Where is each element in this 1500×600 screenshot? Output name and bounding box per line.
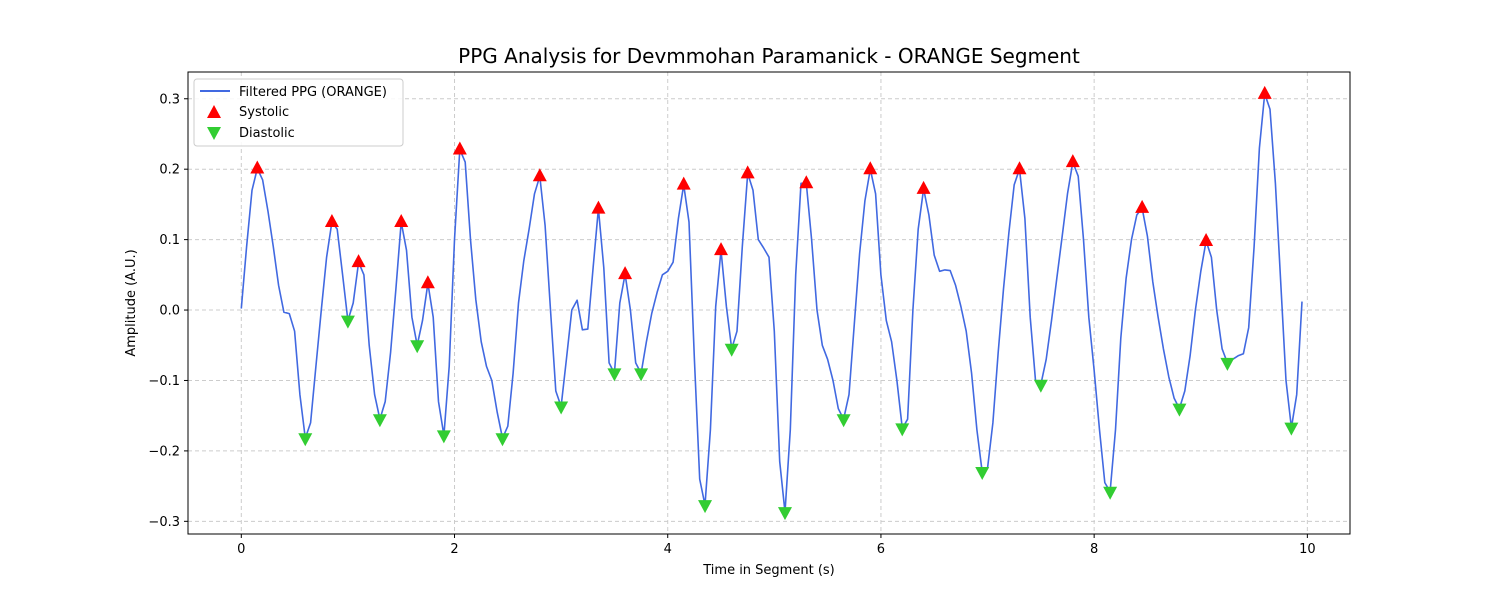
legend: Filtered PPG (ORANGE) Systolic Diastolic [193, 78, 404, 147]
diastolic-marker [340, 315, 355, 329]
systolic-marker [452, 141, 467, 155]
systolic-marker [1257, 85, 1272, 99]
y-tick-label: 0.1 [159, 233, 180, 248]
legend-label-systolic: Systolic [239, 105, 289, 120]
systolic-marker [1012, 161, 1027, 175]
y-tick-label: 0.2 [159, 163, 180, 178]
diastolic-marker [1103, 486, 1118, 500]
systolic-marker [532, 168, 547, 182]
diastolic-marker [607, 368, 622, 382]
chart-title: PPG Analysis for Devmmohan Paramanick - … [458, 44, 1080, 68]
systolic-marker [1199, 233, 1214, 247]
diastolic-marker [372, 414, 387, 428]
systolic-marker [1065, 154, 1080, 168]
diastolic-marker [1033, 379, 1048, 393]
systolic-marker [591, 200, 606, 214]
systolic-marker [863, 161, 878, 175]
x-tick-label: 2 [450, 542, 458, 557]
legend-label-diastolic: Diastolic [239, 126, 295, 141]
x-tick-label: 6 [877, 542, 885, 557]
diastolic-marker [554, 401, 569, 415]
y-tick-label: −0.2 [148, 444, 180, 459]
diastolic-marker [298, 433, 313, 447]
legend-diastolic-marker [207, 127, 221, 140]
diastolic-marker [634, 368, 649, 382]
systolic-marker [420, 275, 435, 289]
grid [188, 72, 1350, 534]
y-axis-label: Amplitude (A.U.) [124, 249, 139, 356]
systolic-marker [676, 176, 691, 190]
diastolic-marker [1172, 403, 1187, 417]
diastolic-marker [1220, 357, 1235, 371]
plot-series [240, 85, 1303, 521]
diastolic-marker [777, 507, 792, 521]
systolic-marker [740, 165, 755, 179]
y-tick-label: −0.3 [148, 515, 180, 530]
diastolic-marker [895, 423, 910, 437]
plot-frame [187, 71, 1351, 535]
axes: 0 2 4 6 8 10 −0.3 −0.2 −0.1 0.0 0.1 0.2 0.3 [148, 92, 1315, 557]
x-tick-label: 4 [664, 542, 672, 557]
x-axis-label: Time in Segment (s) [702, 563, 834, 578]
diastolic-marker [1284, 422, 1299, 436]
systolic-marker [799, 175, 814, 189]
diastolic-marker [495, 433, 510, 447]
systolic-marker [324, 214, 339, 228]
legend-systolic-marker [207, 105, 221, 118]
y-tick-label: 0.0 [159, 304, 180, 319]
x-tick-label: 0 [237, 542, 245, 557]
legend-box [193, 78, 404, 147]
systolic-marker [618, 266, 633, 280]
systolic-marker [714, 242, 729, 256]
systolic-marker [1135, 199, 1150, 213]
diastolic-marker [410, 340, 425, 354]
diastolic-marker [436, 430, 451, 444]
legend-label-filtered: Filtered PPG (ORANGE) [239, 85, 387, 100]
y-tick-label: 0.3 [159, 92, 180, 107]
systolic-marker [250, 160, 265, 174]
diastolic-marker [836, 414, 851, 428]
diastolic-marker [724, 343, 739, 357]
systolic-marker [351, 254, 366, 268]
diastolic-marker [698, 500, 713, 514]
systolic-marker [394, 214, 409, 228]
diastolic-marker [975, 467, 990, 481]
x-tick-label: 8 [1090, 542, 1098, 557]
x-tick-label: 10 [1299, 542, 1316, 557]
y-tick-label: −0.1 [148, 374, 180, 389]
systolic-marker [916, 180, 931, 194]
